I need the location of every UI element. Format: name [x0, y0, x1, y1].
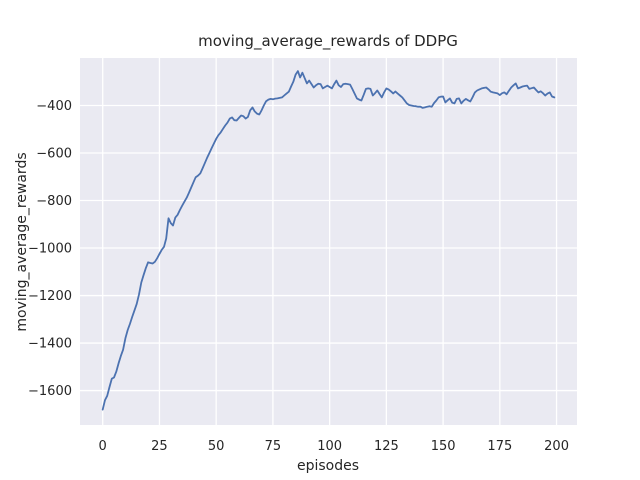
y-tick-label: −1400: [28, 337, 72, 352]
x-tick-label: 200: [544, 439, 569, 454]
plot-generated-layer: 0 25 50 75 100 125 150 175 200 −400 −600 −800 −1000 −…: [28, 58, 577, 454]
chart-title: moving_average_rewards of DDPG: [198, 32, 458, 51]
x-tick-label: 125: [374, 439, 399, 454]
x-axis-label: episodes: [297, 458, 359, 474]
x-tick-label: 75: [265, 439, 282, 454]
y-tick-label: −800: [36, 194, 72, 209]
plot-background: [80, 58, 577, 425]
y-tick-label: −1200: [28, 289, 72, 304]
x-tick-label: 25: [151, 439, 168, 454]
y-axis-label: moving_average_rewards: [14, 152, 30, 331]
y-tick-label: −600: [36, 147, 72, 162]
y-tick-label: −400: [36, 99, 72, 114]
x-tick-label: 100: [317, 439, 342, 454]
reward-line-series: [101, 70, 556, 411]
x-tick-label: 0: [99, 439, 107, 454]
x-tick-label: 175: [487, 439, 512, 454]
y-tick-label: −1000: [28, 242, 72, 257]
x-tick-label: 150: [431, 439, 456, 454]
x-tick-label: 50: [208, 439, 225, 454]
y-tick-label: −1600: [28, 384, 72, 399]
